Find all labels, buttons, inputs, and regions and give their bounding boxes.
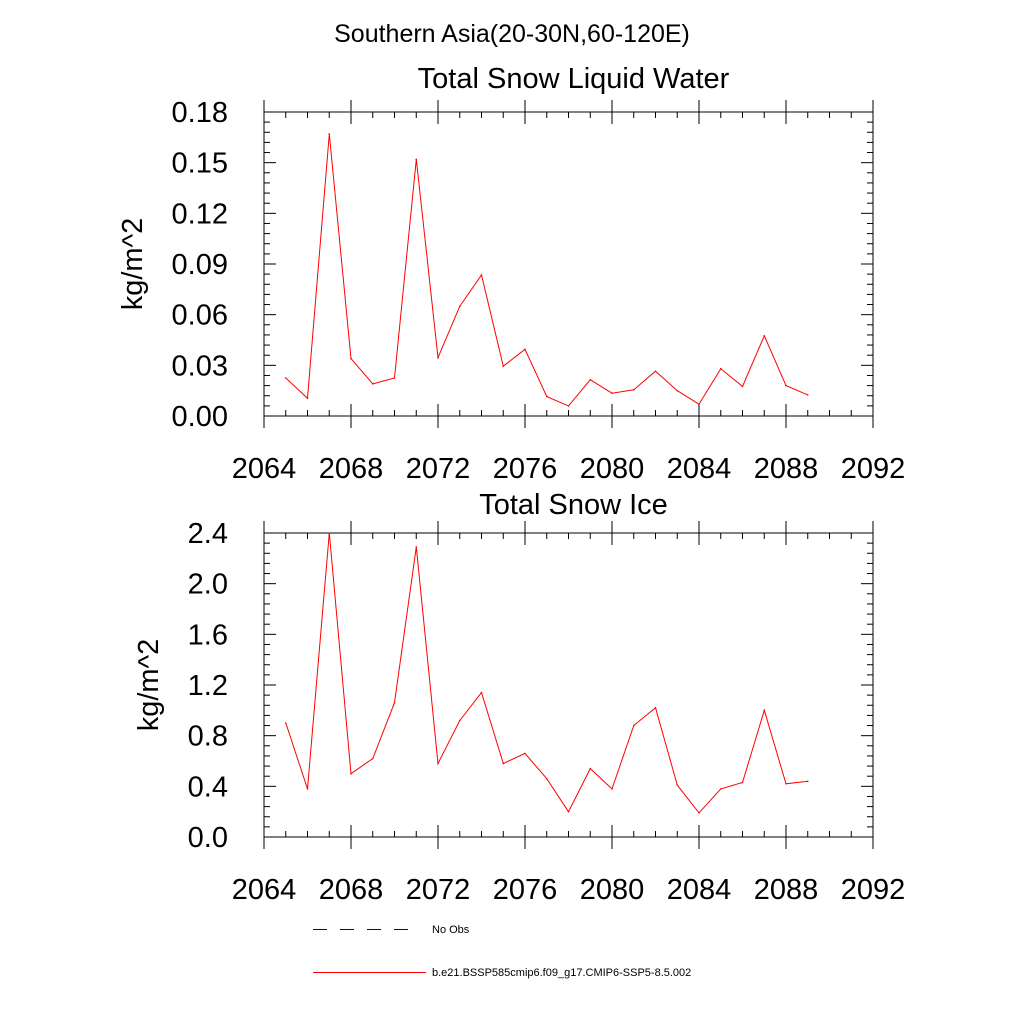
panel-snow-liquid-water: Total Snow Liquid Water 2064 2068 2072 2076 2… — [117, 63, 905, 485]
y-tick-label: 0.4 — [188, 771, 228, 803]
data-point — [654, 370, 657, 373]
data-point — [328, 532, 331, 534]
data-point — [458, 305, 461, 308]
y-tick-label: 0.15 — [172, 148, 228, 180]
y-tick-label: 1.6 — [188, 619, 228, 651]
y-tick-label: 2.0 — [188, 569, 228, 601]
data-point — [545, 395, 548, 398]
data-point — [611, 788, 613, 790]
data-point — [328, 133, 331, 135]
data-point — [567, 405, 570, 407]
y-axis-label: kg/m^2 — [117, 218, 149, 311]
data-point — [806, 394, 809, 396]
y-tick-label: 0.0 — [188, 822, 228, 854]
data-point — [524, 752, 526, 755]
y-tick-label: 2.4 — [188, 518, 228, 550]
legend: No Obs b.e21.BSSP585cmip6.f09_g17.CMIP6-… — [313, 924, 691, 979]
y-tick-label: 0.12 — [172, 198, 228, 230]
data-point — [763, 334, 766, 337]
data-point — [415, 546, 418, 548]
data-point — [806, 780, 809, 783]
y-tick-label: 0.03 — [172, 350, 228, 382]
data-point — [306, 788, 309, 790]
series-line — [285, 133, 808, 407]
data-point — [415, 158, 418, 161]
legend-label-no-obs: No Obs — [432, 924, 470, 936]
x-tick-label: 2088 — [754, 453, 819, 485]
data-point — [437, 356, 439, 359]
x-tick-label: 2064 — [232, 453, 297, 485]
x-tick-label: 2080 — [580, 453, 645, 485]
x-tick-label: 2080 — [580, 874, 645, 906]
x-tick-label: 2084 — [667, 874, 732, 906]
data-point — [350, 357, 352, 360]
x-tick-label: 2072 — [406, 453, 471, 485]
data-point — [589, 767, 592, 770]
data-point — [698, 403, 700, 405]
y-tick-label: 0.8 — [188, 721, 228, 753]
data-point — [632, 724, 635, 727]
data-point — [502, 365, 505, 367]
data-point — [589, 378, 592, 381]
x-tick-label: 2088 — [754, 874, 819, 906]
data-point — [545, 777, 548, 780]
data-point — [785, 384, 787, 387]
legend-label-model-run: b.e21.BSSP585cmip6.f09_g17.CMIP6-SSP5-8.… — [432, 967, 691, 979]
y-tick-label: 1.2 — [188, 670, 228, 702]
data-point — [306, 397, 309, 400]
data-point — [763, 709, 766, 712]
data-point — [480, 691, 483, 694]
x-tick-label: 2092 — [841, 453, 906, 485]
y-axis-label: kg/m^2 — [133, 639, 165, 732]
data-point — [719, 788, 722, 790]
plot-frame — [263, 111, 874, 417]
data-point — [284, 377, 287, 379]
data-point — [437, 762, 439, 765]
series-line — [285, 532, 808, 814]
data-point — [458, 719, 461, 722]
x-tick-label: 2076 — [493, 874, 558, 906]
data-point — [719, 367, 722, 370]
data-point — [611, 392, 613, 395]
x-tick-label: 2092 — [841, 874, 906, 906]
y-tick-label: 0.00 — [172, 401, 228, 433]
panel-snow-ice: Total Snow Ice 2064 2068 2072 2076 2080 2084 20… — [133, 489, 905, 906]
y-tick-label: 0.09 — [172, 249, 228, 281]
data-point — [741, 781, 744, 784]
data-point — [567, 810, 570, 813]
data-point — [741, 385, 744, 388]
figure-suptitle: Southern Asia(20-30N,60-120E) — [334, 20, 690, 48]
x-tick-label: 2068 — [319, 453, 384, 485]
y-tick-label: 0.06 — [172, 300, 228, 332]
x-tick-label: 2068 — [319, 874, 384, 906]
data-point — [524, 348, 526, 351]
data-point — [480, 274, 483, 276]
data-point — [632, 389, 635, 391]
data-point — [393, 377, 396, 379]
data-point — [676, 389, 679, 392]
panel-title: Total Snow Ice — [479, 489, 668, 521]
plot-frame — [263, 532, 874, 838]
data-point — [393, 701, 396, 704]
data-point — [502, 762, 505, 765]
panel-title: Total Snow Liquid Water — [418, 63, 730, 95]
data-point — [676, 784, 679, 786]
data-point — [371, 383, 374, 385]
data-point — [698, 812, 700, 814]
data-point — [350, 772, 352, 775]
data-point — [785, 783, 787, 785]
x-tick-label: 2064 — [232, 874, 297, 906]
data-point — [654, 707, 657, 709]
data-point — [284, 722, 287, 724]
data-point — [371, 757, 374, 760]
x-tick-label: 2072 — [406, 874, 471, 906]
y-tick-label: 0.18 — [172, 97, 228, 129]
x-tick-label: 2076 — [493, 453, 558, 485]
x-tick-label: 2084 — [667, 453, 732, 485]
